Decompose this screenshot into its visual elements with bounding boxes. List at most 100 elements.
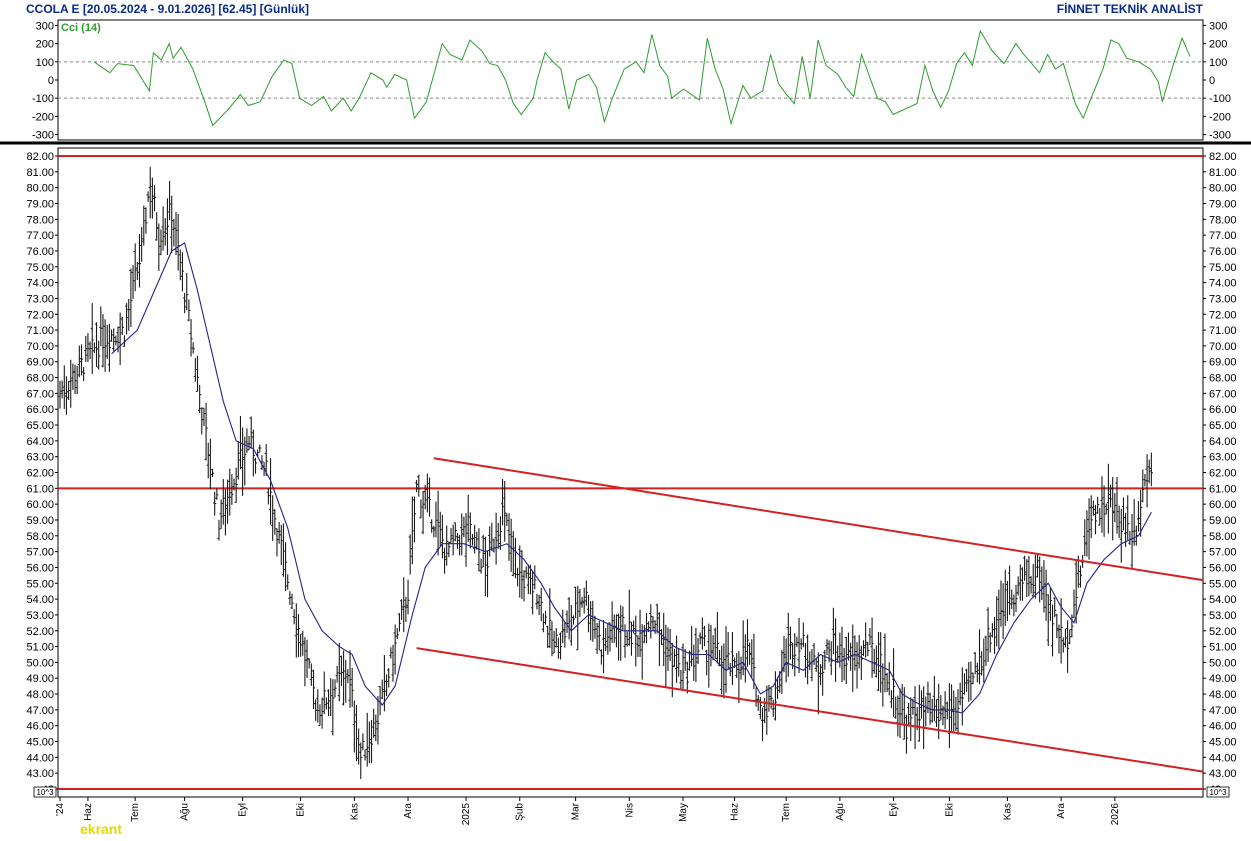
ohlc-bar: [251, 429, 255, 477]
ohlc-bar: [543, 610, 548, 625]
ohlc-bar: [281, 523, 286, 577]
ohlc-bar: [522, 570, 526, 602]
ohlc-bar: [1087, 498, 1091, 560]
ohlc-bar: [230, 474, 234, 505]
price-panel: 82.00 82.00 81.00 81.00 80.00 80.00 79.00 79.00…: [26, 151, 1237, 798]
ohlc-bar: [879, 632, 883, 693]
ohlc-bar: [533, 565, 537, 590]
ohlc-bar: [552, 630, 556, 654]
ohlc-bar: [292, 609, 296, 625]
ohlc-bar: [580, 596, 584, 608]
ohlc-bar: [442, 547, 447, 574]
ohlc-bar: [490, 522, 494, 551]
ohlc-bar: [861, 640, 866, 657]
ohlc-bar: [279, 524, 283, 566]
ohlc-bar: [786, 612, 790, 677]
ohlc-bar: [730, 632, 735, 685]
ohlc-bar: [352, 700, 356, 753]
price-ytick-left-label: 54.00: [26, 594, 54, 606]
price-ytick-right-label: 57.00: [1209, 547, 1237, 559]
ohlc-bar: [636, 635, 640, 657]
ohlc-bar: [357, 728, 361, 765]
ohlc-bar: [376, 696, 380, 745]
ohlc-bar: [320, 697, 324, 729]
ohlc-bar: [692, 644, 696, 681]
price-ytick-left-label: 46.00: [26, 721, 54, 733]
ohlc-bar: [193, 357, 197, 382]
ohlc-bar: [876, 631, 881, 691]
ohlc-bar: [855, 642, 859, 689]
ohlc-bar: [1068, 629, 1072, 645]
price-ytick-right-label: 47.00: [1209, 705, 1237, 717]
ohlc-bar: [326, 689, 331, 717]
price-ytick-left-label: 65.00: [26, 420, 54, 432]
ohlc-bar: [236, 441, 240, 480]
ohlc-bar: [337, 642, 341, 702]
ohlc-bar: [674, 635, 679, 683]
price-ytick-left-label: 71.00: [26, 325, 54, 337]
price-ytick-right-label: 66.00: [1209, 404, 1237, 416]
ohlc-bar: [419, 499, 423, 519]
ohlc-bar: [384, 674, 389, 697]
x-tick-label: Nis: [624, 803, 635, 817]
ohlc-bar: [872, 648, 876, 674]
ohlc-bar: [1078, 565, 1083, 588]
ohlc-bar: [449, 528, 453, 543]
ohlc-bar: [960, 667, 964, 726]
ohlc-bar: [64, 376, 69, 415]
ohlc-bar: [434, 501, 438, 538]
ohlc-bar: [808, 651, 812, 671]
ohlc-bar: [427, 477, 432, 517]
ohlc-bar: [118, 312, 122, 366]
price-ytick-right-label: 67.00: [1209, 388, 1237, 400]
ohlc-bar: [387, 668, 391, 688]
ohlc-bar: [797, 617, 801, 674]
ohlc-bar: [163, 218, 167, 246]
ohlc-bar: [866, 641, 870, 657]
x-axis: '24 Haz Tem Ağu Eyl Eki Kas Ara 2025 Şub Mar Nis May…: [55, 797, 1121, 825]
ohlc-bar: [331, 679, 335, 736]
price-ytick-left-label: 69.00: [26, 357, 54, 369]
ohlc-bar: [367, 721, 371, 764]
ohlc-bar: [425, 473, 429, 513]
ohlc-bar: [217, 519, 221, 541]
ohlc-bar: [967, 661, 971, 702]
ohlc-bar: [234, 467, 238, 503]
ohlc-bar: [1065, 620, 1070, 673]
price-ytick-right-label: 50.00: [1209, 657, 1237, 669]
price-ytick-right-label: 81.00: [1209, 167, 1237, 179]
price-ytick-left-label: 64.00: [26, 436, 54, 448]
ohlc-bar: [1145, 454, 1149, 508]
ohlc-bar: [812, 643, 816, 665]
ohlc-bar: [1115, 477, 1119, 534]
ohlc-bar: [513, 537, 518, 579]
ohlc-bar: [290, 593, 294, 610]
ohlc-bar: [152, 184, 157, 212]
ohlc-bar: [457, 534, 462, 556]
ohlc-bar: [586, 594, 591, 633]
x-tick-label: Ağu: [835, 803, 846, 821]
ohlc-bar: [1012, 594, 1016, 617]
ohlc-bar: [584, 580, 588, 606]
ohlc-bar: [625, 631, 629, 647]
ohlc-bar: [103, 319, 107, 372]
ohlc-bar: [659, 629, 664, 646]
ohlc-bar: [752, 633, 756, 689]
price-ytick-left-label: 58.00: [26, 531, 54, 543]
ohlc-bar: [969, 661, 973, 701]
ohlc-bar: [195, 355, 200, 392]
ohlc-bar: [649, 604, 653, 639]
ohlc-bar: [851, 624, 855, 692]
ohlc-bar: [638, 609, 642, 657]
price-scale-marker-left: 10^3: [33, 786, 57, 798]
ohlc-bar: [608, 622, 612, 652]
ohlc-bar: [496, 522, 500, 549]
ohlc-bar: [137, 233, 142, 288]
ohlc-bar: [1003, 569, 1007, 626]
ohlc-bar: [973, 651, 977, 675]
price-ytick-left-label: 44.00: [26, 752, 54, 764]
ohlc-bar: [578, 588, 582, 617]
x-tick-label: Haz: [730, 803, 741, 821]
price-ytick-left-label: 49.00: [26, 673, 54, 685]
ohlc-bar: [275, 528, 279, 557]
